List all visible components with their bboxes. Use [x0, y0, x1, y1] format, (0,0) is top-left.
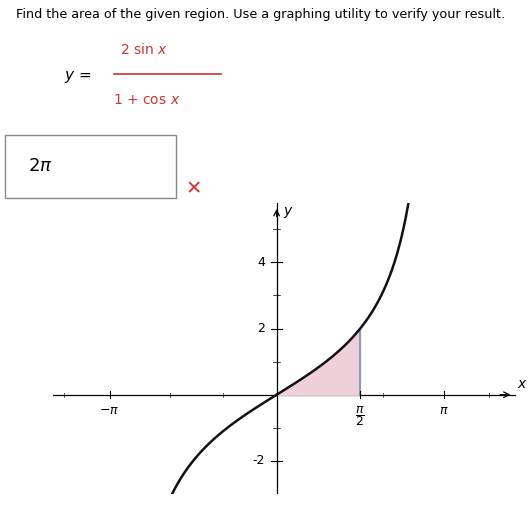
- Text: $\dfrac{\pi}{2}$: $\dfrac{\pi}{2}$: [355, 404, 365, 428]
- Text: y: y: [283, 204, 292, 218]
- Text: -2: -2: [253, 454, 265, 467]
- Text: $2\pi$: $2\pi$: [28, 158, 52, 175]
- Text: 2: 2: [257, 322, 265, 335]
- Text: $-\pi$: $-\pi$: [99, 404, 120, 417]
- Text: ✕: ✕: [186, 180, 202, 199]
- Text: 1 + cos $x$: 1 + cos $x$: [113, 93, 181, 107]
- Text: 4: 4: [257, 256, 265, 269]
- Text: 2 sin $x$: 2 sin $x$: [120, 43, 168, 57]
- FancyBboxPatch shape: [5, 135, 176, 198]
- Text: x: x: [517, 377, 526, 391]
- Text: $y\,=$: $y\,=$: [64, 69, 92, 85]
- Text: Find the area of the given region. Use a graphing utility to verify your result.: Find the area of the given region. Use a…: [16, 8, 505, 21]
- Text: $\pi$: $\pi$: [439, 404, 448, 417]
